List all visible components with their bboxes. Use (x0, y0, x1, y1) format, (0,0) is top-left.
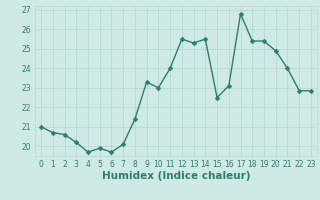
X-axis label: Humidex (Indice chaleur): Humidex (Indice chaleur) (102, 171, 250, 181)
